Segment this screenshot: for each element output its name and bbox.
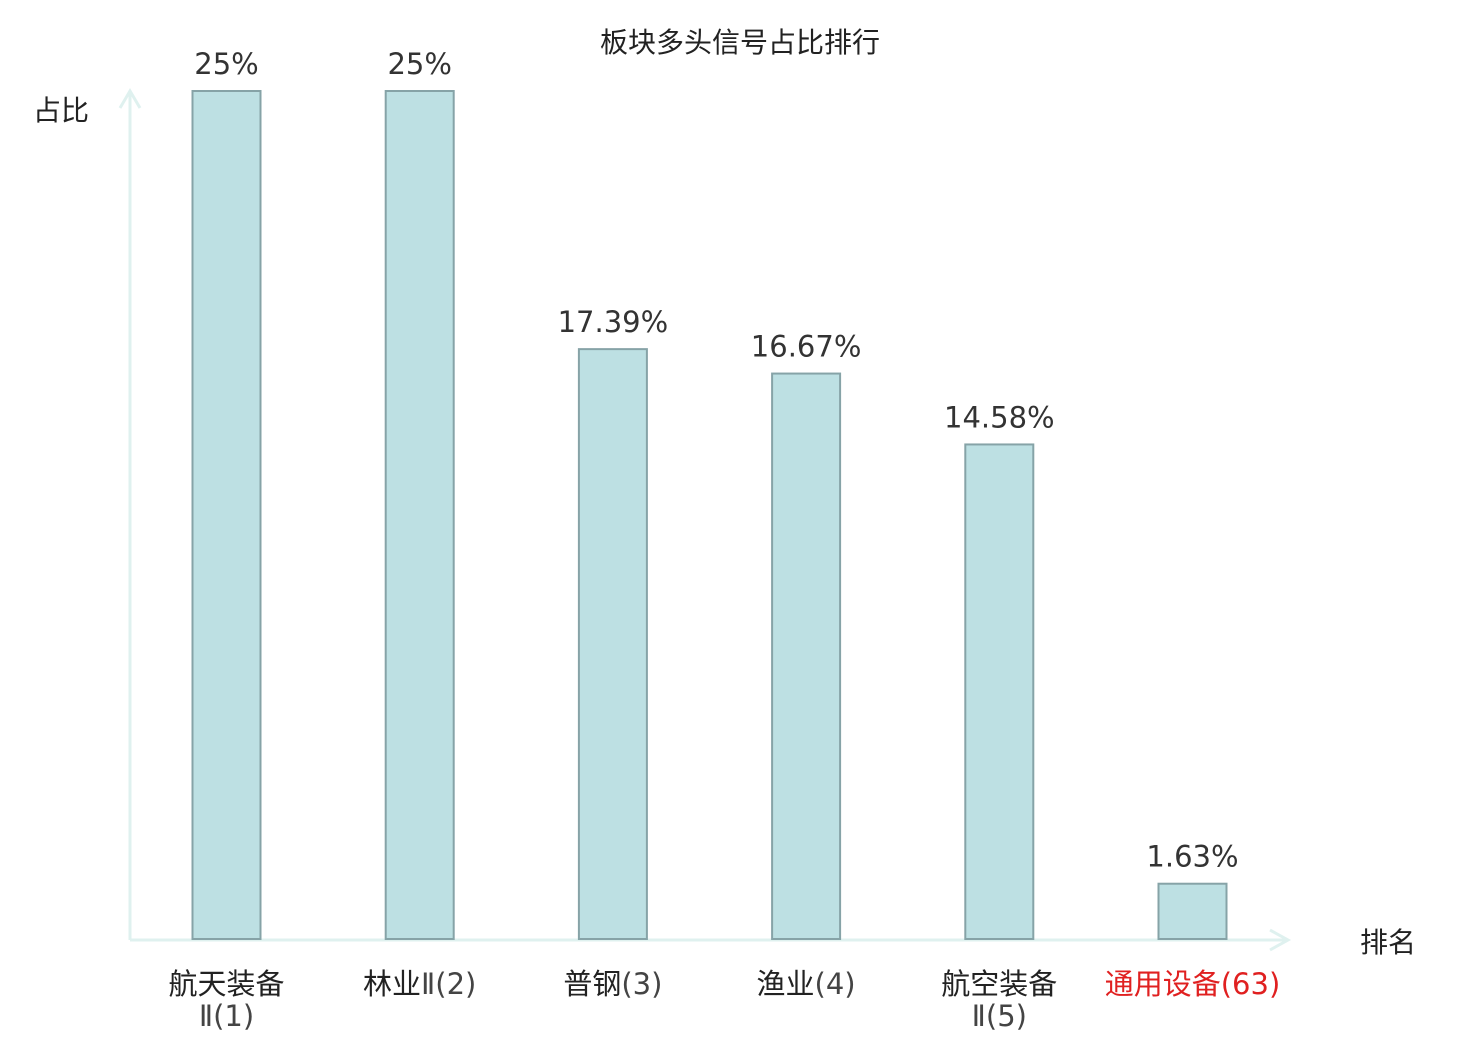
y-axis xyxy=(118,88,142,940)
x-axis xyxy=(130,928,1292,952)
category-name: 通用设备(63) xyxy=(1105,967,1281,1001)
category-name: 航天装备 xyxy=(168,967,284,1001)
bar-value-label: 25% xyxy=(387,47,451,81)
bar xyxy=(577,348,648,940)
category-name: 普钢(3) xyxy=(563,967,662,1001)
category-name: 航空装备 xyxy=(941,967,1057,1001)
category-name-text: 通用设备 xyxy=(1105,967,1221,1001)
category-label: 普钢(3) xyxy=(563,967,662,1001)
data-labels: 25% 25% 17.39% 16.67% 14.58% 1.63% xyxy=(194,47,1238,874)
bar-series xyxy=(191,90,1228,940)
category-rank: (3) xyxy=(621,967,662,1001)
category-label: 林业Ⅱ(2) xyxy=(363,967,476,1001)
bar-value-label: 16.67% xyxy=(751,330,862,364)
category-rank: Ⅱ(1) xyxy=(199,999,254,1033)
category-rank: Ⅱ(5) xyxy=(972,999,1027,1033)
category-label: 渔业(4) xyxy=(757,967,856,1001)
bar xyxy=(1157,882,1228,940)
y-axis-label: 占比 xyxy=(33,94,89,127)
category-name-text: 林业 xyxy=(363,967,421,1001)
bar-value-label: 17.39% xyxy=(558,305,669,339)
bar xyxy=(191,90,262,940)
bar-value-label: 14.58% xyxy=(944,400,1055,434)
category-name-text: 渔业 xyxy=(757,967,815,1001)
category-rank: (63) xyxy=(1221,967,1281,1001)
x-axis-label: 排名 xyxy=(1360,926,1416,959)
category-name-text: 普钢 xyxy=(563,967,621,1001)
bar xyxy=(771,372,842,940)
category-rank: Ⅱ(2) xyxy=(421,967,476,1001)
y-axis-arrow xyxy=(118,88,142,109)
bar-value-label: 25% xyxy=(194,47,258,81)
category-name: 渔业(4) xyxy=(757,967,856,1001)
bar xyxy=(384,90,455,940)
bar xyxy=(964,443,1035,940)
category-label: 通用设备(63) xyxy=(1105,967,1281,1001)
category-rank: (4) xyxy=(815,967,856,1001)
x-axis-arrow xyxy=(1269,928,1292,952)
bar-value-label: 1.63% xyxy=(1146,840,1238,874)
chart-title: 板块多头信号占比排行 xyxy=(600,26,880,59)
category-name: 林业Ⅱ(2) xyxy=(363,967,476,1001)
